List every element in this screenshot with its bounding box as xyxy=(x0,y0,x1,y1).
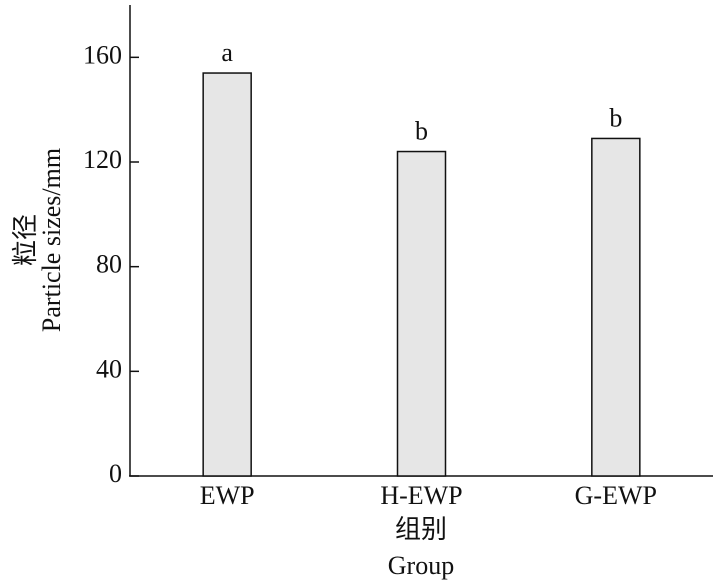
significance-label: b xyxy=(609,103,622,132)
significance-label: a xyxy=(221,38,233,67)
y-axis-label-zh: 粒径 xyxy=(11,214,40,266)
x-tick-label: G-EWP xyxy=(575,481,657,510)
bar xyxy=(396,150,447,477)
y-tick-label: 40 xyxy=(96,354,122,383)
bar xyxy=(591,137,641,477)
y-tick-label: 0 xyxy=(109,459,122,488)
bar xyxy=(202,72,252,477)
significance-label: b xyxy=(415,117,428,146)
x-axis-label-zh: 组别 xyxy=(395,515,447,544)
x-tick-label: EWP xyxy=(200,481,255,510)
y-tick-label: 80 xyxy=(96,250,122,279)
x-axis-label: Group xyxy=(388,551,454,580)
y-tick-label: 120 xyxy=(83,145,122,174)
x-tick-label: H-EWP xyxy=(380,481,462,510)
y-tick-label: 160 xyxy=(83,40,122,69)
y-axis-label: Particle sizes/mm xyxy=(37,148,66,332)
